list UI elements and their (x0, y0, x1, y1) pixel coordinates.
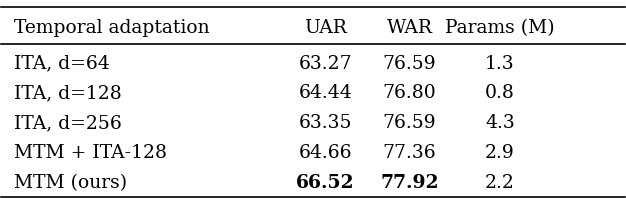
Text: 2.2: 2.2 (485, 174, 515, 192)
Text: 66.52: 66.52 (296, 174, 355, 192)
Text: 4.3: 4.3 (485, 114, 515, 132)
Text: 77.92: 77.92 (381, 174, 439, 192)
Text: 64.44: 64.44 (299, 85, 352, 103)
Text: 76.80: 76.80 (382, 85, 436, 103)
Text: 1.3: 1.3 (485, 54, 515, 72)
Text: 63.27: 63.27 (299, 54, 352, 72)
Text: Temporal adaptation: Temporal adaptation (14, 19, 210, 37)
Text: WAR: WAR (387, 19, 433, 37)
Text: MTM (ours): MTM (ours) (14, 174, 127, 192)
Text: 76.59: 76.59 (382, 114, 436, 132)
Text: Params (M): Params (M) (445, 19, 555, 37)
Text: 76.59: 76.59 (382, 54, 436, 72)
Text: 63.35: 63.35 (299, 114, 352, 132)
Text: ITA, d=256: ITA, d=256 (14, 114, 121, 132)
Text: 64.66: 64.66 (299, 144, 352, 162)
Text: ITA, d=64: ITA, d=64 (14, 54, 110, 72)
Text: 0.8: 0.8 (485, 85, 515, 103)
Text: 2.9: 2.9 (485, 144, 515, 162)
Text: ITA, d=128: ITA, d=128 (14, 85, 121, 103)
Text: UAR: UAR (304, 19, 347, 37)
Text: 77.36: 77.36 (382, 144, 436, 162)
Text: MTM + ITA-128: MTM + ITA-128 (14, 144, 167, 162)
